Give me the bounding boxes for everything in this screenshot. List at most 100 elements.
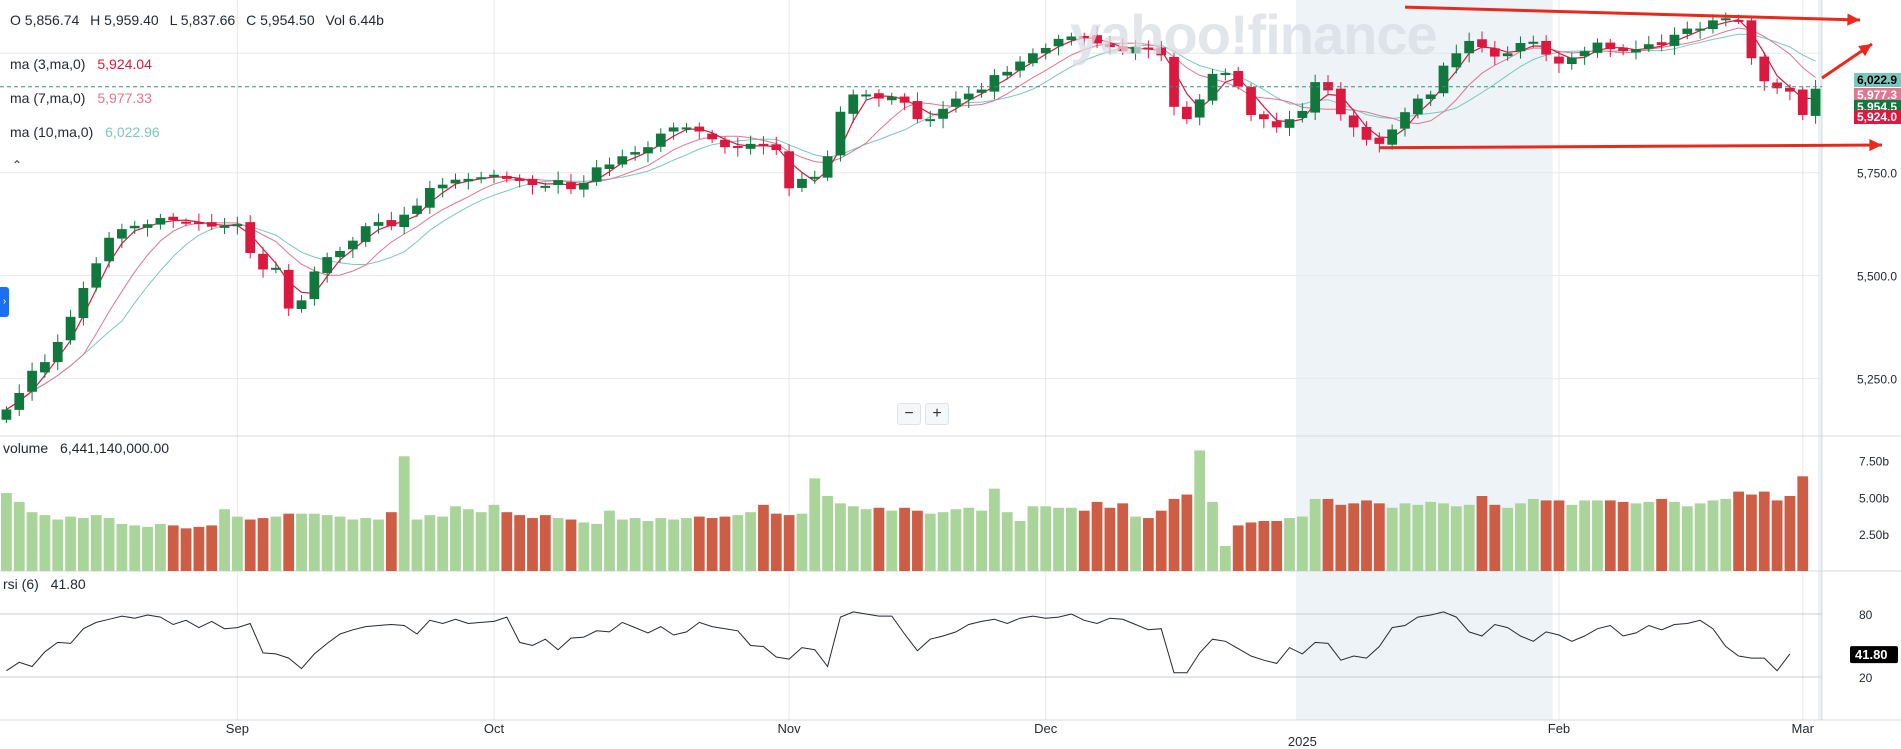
support-arrow xyxy=(1379,143,1883,150)
volume-pane-value: 6,441,140,000.00 xyxy=(60,440,170,456)
volume-bar xyxy=(1592,500,1603,571)
candle-body xyxy=(1284,119,1295,128)
candle-body xyxy=(758,143,769,146)
candle-body xyxy=(1682,28,1693,34)
background-layer xyxy=(1295,0,1822,720)
volume-bar xyxy=(1489,504,1501,571)
rsi-tag-label: 41.80 xyxy=(1855,647,1888,662)
candle-body xyxy=(1079,36,1090,38)
volume-bar xyxy=(937,512,949,571)
candle-body xyxy=(784,151,794,189)
indicator-ma10[interactable]: ma (10,ma,0) 6,022.96 xyxy=(10,124,160,140)
volume-bar xyxy=(655,518,667,571)
volume-bar xyxy=(1553,500,1565,571)
candle-body xyxy=(1772,82,1782,89)
candle-body xyxy=(476,177,487,180)
volume-bar xyxy=(1117,503,1129,571)
candle-body xyxy=(578,183,589,190)
candle-body xyxy=(1451,53,1462,68)
chevron-right-icon[interactable]: › xyxy=(0,287,9,317)
volume-bar xyxy=(822,496,833,571)
candle-body xyxy=(925,119,936,122)
indicator-ma3[interactable]: ma (3,ma,0) 5,924.04 xyxy=(10,56,152,72)
volume-bar xyxy=(90,515,102,571)
x-tick-label: Sep xyxy=(226,721,249,736)
candle-body xyxy=(1015,61,1025,71)
candle-body xyxy=(1708,20,1718,29)
candle-body xyxy=(52,341,63,363)
candle-body xyxy=(745,143,756,149)
price-tag-label: 5,977.3 xyxy=(1857,88,1897,102)
volume-tick-label: 5.00b xyxy=(1859,491,1889,505)
volume-bar xyxy=(1412,504,1424,571)
yahoo-finance-watermark: yahoo!finance xyxy=(1070,3,1438,66)
ma7-line xyxy=(6,27,1816,410)
volume-bar xyxy=(1386,507,1398,571)
candle-body xyxy=(194,222,204,225)
volume-bar xyxy=(1142,518,1154,571)
volume-bar xyxy=(321,515,333,571)
indicator-ma7[interactable]: ma (7,ma,0) 5,977.33 xyxy=(10,90,152,106)
rsi-pane-value: 41.80 xyxy=(50,576,86,592)
volume-bar xyxy=(1527,498,1539,571)
volume-bar xyxy=(1181,494,1193,571)
candle-body xyxy=(938,108,948,119)
collapse-indicators-icon[interactable]: ⌃ xyxy=(12,158,23,172)
candle-body xyxy=(1477,39,1487,48)
volume-bar xyxy=(1130,516,1141,571)
volume-value: Vol 6.44b xyxy=(325,12,384,28)
candle-body xyxy=(976,89,987,93)
volume-bar xyxy=(142,526,153,571)
candle-body xyxy=(168,216,179,221)
candle-body xyxy=(78,288,89,319)
volume-bar xyxy=(411,519,423,571)
volume-bar xyxy=(989,488,1000,571)
volume-bar xyxy=(912,510,923,571)
latest-shading xyxy=(1818,0,1822,720)
axes: 5,250.0 5,500.0 5,750.0 2.50b 5.00b 7.50b 20 80… xyxy=(226,73,1901,749)
volume-bar xyxy=(1746,494,1757,571)
candle-body xyxy=(104,237,114,262)
candle-body xyxy=(27,370,37,392)
candle-body xyxy=(1489,48,1500,57)
volume-bar xyxy=(244,519,256,571)
volume-bar xyxy=(1373,503,1385,571)
volume-bar xyxy=(796,513,808,571)
candle-body xyxy=(1631,49,1641,53)
volume-bar xyxy=(1707,500,1719,571)
candle-body xyxy=(1053,38,1064,47)
volume-bar xyxy=(154,523,166,571)
volume-bar xyxy=(1450,506,1462,571)
volume-bar xyxy=(1540,500,1552,571)
resistance-arrow-head xyxy=(1847,13,1860,26)
volume-bar xyxy=(231,516,243,571)
candle-body xyxy=(694,126,705,132)
zoom-out-button[interactable]: − xyxy=(897,403,921,425)
volume-bar xyxy=(206,525,218,571)
volume-bar xyxy=(52,519,64,571)
candle-body xyxy=(1797,89,1808,116)
candle-body xyxy=(1579,51,1590,57)
volume-bar xyxy=(1566,504,1578,571)
candle-body xyxy=(1040,47,1051,54)
candle-body xyxy=(1541,40,1552,55)
candle-body xyxy=(245,222,256,253)
candle-body xyxy=(347,240,358,250)
zoom-in-button[interactable]: + xyxy=(925,403,949,425)
close-value: C 5,954.50 xyxy=(246,12,315,28)
candle-body xyxy=(1785,87,1795,92)
candle-body xyxy=(963,93,974,100)
volume-bar xyxy=(552,518,564,571)
ohlc-readout: O 5,856.74 H 5,959.40 L 5,837.66 C 5,954… xyxy=(10,12,391,28)
volume-bar xyxy=(65,516,76,571)
volume-tick-label: 2.50b xyxy=(1859,528,1889,542)
x-tick-label: Oct xyxy=(484,721,505,736)
candle-body xyxy=(296,300,307,309)
candle-body xyxy=(1105,44,1115,48)
price-tick-label: 5,250.0 xyxy=(1857,373,1897,387)
volume-bar xyxy=(219,509,230,571)
volume-bar xyxy=(488,504,500,571)
volume-bar xyxy=(1104,507,1116,571)
candle-body xyxy=(399,214,410,228)
